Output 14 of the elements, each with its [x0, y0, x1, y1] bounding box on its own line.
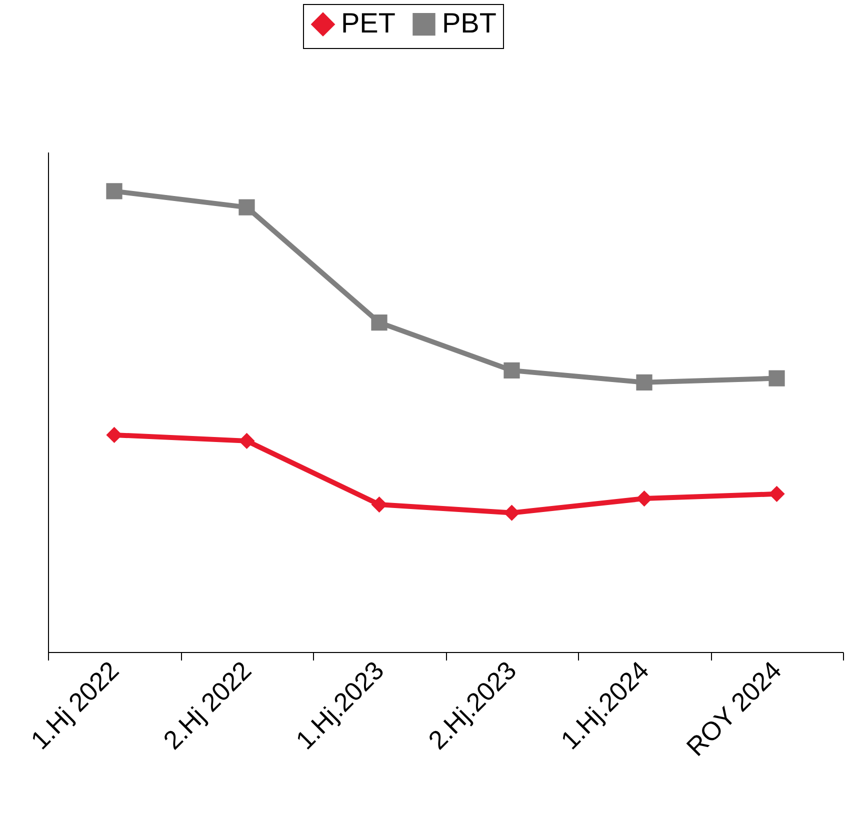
legend-label: PET [341, 7, 396, 38]
point [504, 504, 520, 521]
point [636, 490, 652, 507]
point [106, 426, 122, 444]
point [238, 199, 255, 216]
point [238, 432, 255, 449]
point [106, 183, 122, 200]
point [504, 362, 520, 378]
point [371, 496, 388, 513]
point [636, 374, 652, 390]
point [768, 486, 785, 502]
point [371, 314, 388, 331]
legend-label: PBT [442, 7, 496, 38]
point [768, 370, 785, 386]
